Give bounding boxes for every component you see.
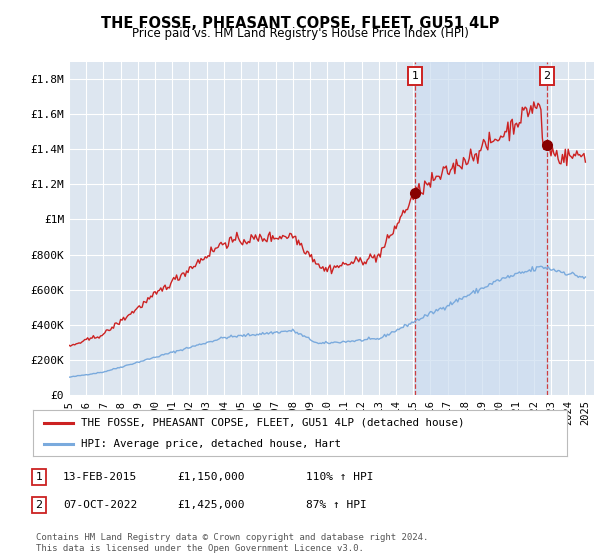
Text: 110% ↑ HPI: 110% ↑ HPI	[306, 472, 373, 482]
Text: 2: 2	[544, 71, 551, 81]
Text: 07-OCT-2022: 07-OCT-2022	[63, 500, 137, 510]
Text: HPI: Average price, detached house, Hart: HPI: Average price, detached house, Hart	[81, 439, 341, 449]
Text: £1,150,000: £1,150,000	[177, 472, 245, 482]
Text: THE FOSSE, PHEASANT COPSE, FLEET, GU51 4LP (detached house): THE FOSSE, PHEASANT COPSE, FLEET, GU51 4…	[81, 418, 464, 428]
Text: Price paid vs. HM Land Registry's House Price Index (HPI): Price paid vs. HM Land Registry's House …	[131, 27, 469, 40]
Bar	[415, 62, 547, 395]
Text: THE FOSSE, PHEASANT COPSE, FLEET, GU51 4LP: THE FOSSE, PHEASANT COPSE, FLEET, GU51 4…	[101, 16, 499, 31]
Text: 87% ↑ HPI: 87% ↑ HPI	[306, 500, 367, 510]
Text: 1: 1	[35, 472, 43, 482]
Text: Contains HM Land Registry data © Crown copyright and database right 2024.
This d: Contains HM Land Registry data © Crown c…	[36, 534, 428, 553]
Text: 1: 1	[412, 71, 418, 81]
Text: 13-FEB-2015: 13-FEB-2015	[63, 472, 137, 482]
Text: 2: 2	[35, 500, 43, 510]
Text: £1,425,000: £1,425,000	[177, 500, 245, 510]
